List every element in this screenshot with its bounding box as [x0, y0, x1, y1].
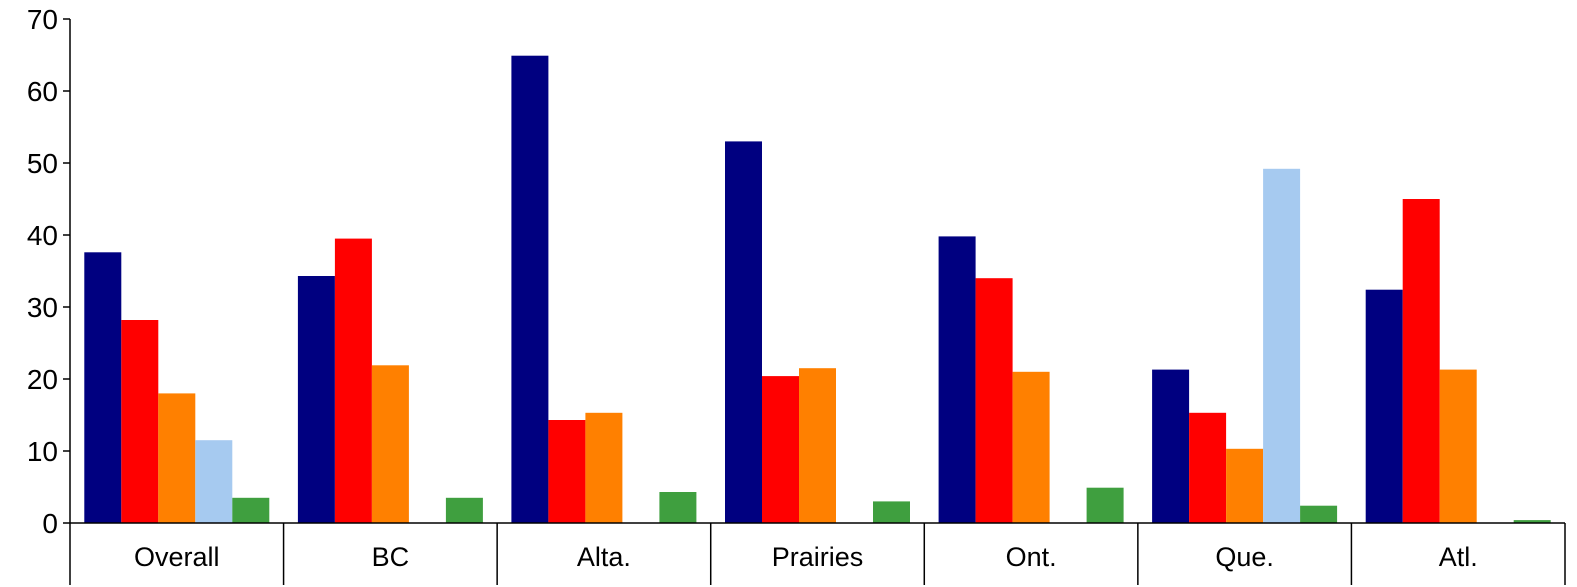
bar-series-3	[158, 393, 196, 523]
bar-series-3	[1012, 371, 1050, 523]
x-category-label: Overall	[134, 542, 220, 572]
y-tick-label: 70	[27, 4, 58, 35]
bar-series-1	[84, 252, 122, 524]
bar-series-1	[297, 276, 335, 523]
bar-series-5	[445, 497, 483, 523]
x-category-label: Ont.	[1006, 542, 1057, 572]
bar-series-4	[195, 440, 233, 523]
plot-area: 0 10 20 30 40 50 60 70 Overall BC Alta. Prairies Ont…	[27, 4, 1566, 585]
bar-series-4	[1263, 168, 1301, 524]
bar-series-5	[1086, 487, 1124, 523]
y-tick-label: 20	[27, 364, 58, 395]
bar-series-2	[1402, 199, 1440, 523]
y-tick-label: 60	[27, 76, 58, 107]
bar-series-5	[873, 501, 910, 523]
bar-series-1	[938, 236, 976, 523]
bar-series-1	[511, 55, 549, 523]
bar-series-1	[1152, 369, 1190, 523]
bar-series-1	[725, 141, 762, 523]
y-tick-label: 40	[27, 220, 58, 251]
bar-series-2	[1189, 412, 1227, 523]
bar-series-2	[121, 320, 159, 523]
bar-series-5	[1513, 520, 1551, 523]
x-category-label: Atl.	[1439, 542, 1478, 572]
y-tick-label: 0	[42, 508, 58, 539]
bar-series-5	[1300, 505, 1338, 523]
y-tick-label: 10	[27, 436, 58, 467]
bar-series-2	[548, 420, 586, 523]
x-category-label: Prairies	[772, 542, 864, 572]
bar-series-3	[1439, 369, 1477, 523]
bar-series-2	[975, 278, 1013, 523]
bar-series-5	[232, 497, 270, 523]
y-tick-label: 30	[27, 292, 58, 323]
bar-series-2	[762, 376, 799, 523]
bar-series-3	[1226, 448, 1264, 523]
bar-series-3	[585, 412, 623, 523]
bar-series-3	[371, 365, 409, 523]
y-tick-label: 50	[27, 148, 58, 179]
bar-series-5	[659, 492, 697, 523]
bar-series-1	[1365, 289, 1403, 523]
bar-series-3	[799, 368, 836, 523]
x-category-label: BC	[372, 542, 410, 572]
x-category-label: Que.	[1215, 542, 1274, 572]
bar-series-2	[334, 238, 372, 523]
x-category-label: Alta.	[577, 542, 631, 572]
